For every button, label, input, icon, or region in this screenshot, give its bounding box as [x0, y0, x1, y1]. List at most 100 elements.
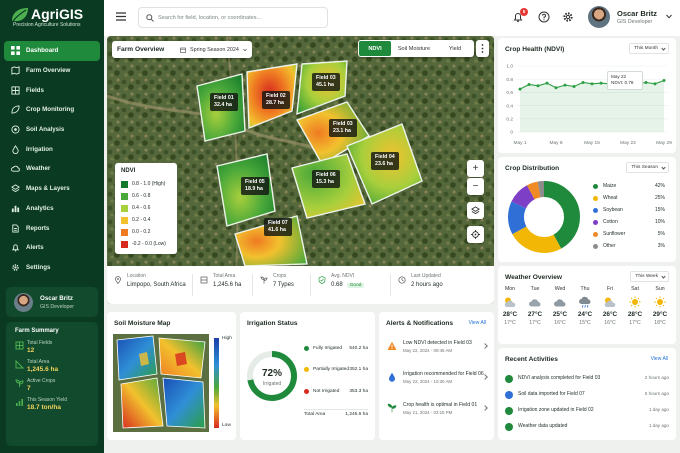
alert-item[interactable]: Crop health is optimal in Field 01 May 2…	[387, 400, 488, 428]
layer-soil-moisture-button[interactable]: Soil Moisture	[397, 45, 431, 52]
data-point[interactable]	[662, 79, 666, 83]
irrigation-percent: 72%	[261, 368, 282, 379]
alert-text: Low NDVI detected in Field 03	[403, 340, 472, 346]
data-point[interactable]	[653, 82, 657, 86]
sprout-icon	[15, 379, 24, 387]
sprout-icon	[260, 276, 268, 284]
data-point[interactable]	[536, 84, 540, 88]
field-label-07[interactable]: Field 07 41.6 ha	[264, 218, 292, 236]
field-label-05[interactable]: Field 05 18.9 ha	[241, 177, 269, 195]
activity-item[interactable]: Weather data updated 1 day ago	[505, 422, 669, 434]
map-more-button[interactable]	[476, 40, 489, 57]
crop-distribution-card: Crop Distribution This Season Maize 42% W…	[498, 157, 676, 262]
sidebar-item-analytics[interactable]: Analytics	[4, 199, 100, 219]
avatar[interactable]	[588, 6, 610, 28]
data-point[interactable]	[644, 81, 648, 84]
sidebar-item-alerts[interactable]: Alerts	[4, 238, 100, 258]
sidebar-item-irrigation[interactable]: Irrigation	[4, 139, 100, 159]
sidebar-item-label: Irrigation	[26, 145, 53, 153]
search-input[interactable]: Search for field, location, or coordinat…	[138, 7, 328, 28]
activity-item[interactable]: NDVI analysis completed for Field 03 2 ho…	[505, 374, 669, 386]
donut-slice[interactable]	[508, 181, 580, 253]
activity-item[interactable]: Irrigation zone updated in Field 02 1 day…	[505, 406, 669, 418]
view-all-alerts-link[interactable]: View All	[468, 320, 486, 326]
sidebar-item-fields[interactable]: Fields	[4, 80, 100, 100]
data-point[interactable]	[563, 83, 567, 87]
user-role: GIS Developer	[40, 304, 75, 310]
search-icon	[146, 14, 154, 22]
period-dropdown[interactable]: This Season	[626, 162, 669, 173]
y-tick-label: 0.6	[506, 90, 513, 96]
donut-slice[interactable]	[508, 181, 580, 253]
zoom-out-button[interactable]: −	[467, 178, 484, 195]
day-name: Mon	[504, 286, 516, 292]
data-point[interactable]	[599, 81, 603, 85]
field-label-01[interactable]: Field 01 32.4 ha	[210, 93, 238, 111]
activity-text: NDVI analysis completed for Field 03	[518, 375, 601, 381]
irrigation-row: Partially Irrigated 352.1 ha	[304, 366, 368, 375]
sidebar-item-crop-monitoring[interactable]: Crop Monitoring	[4, 100, 100, 120]
info-avg-ndvi: Avg. NDVI 0.68 Good	[311, 266, 391, 304]
map-layers-button[interactable]	[467, 202, 484, 219]
brand-logo[interactable]: AgriGIS Precision Agriculture Solutions	[10, 6, 83, 28]
data-point[interactable]	[545, 81, 549, 85]
zoom-in-button[interactable]: +	[467, 160, 484, 177]
activity-time: 2 hours ago	[644, 375, 669, 380]
status-badge: Good	[346, 283, 365, 288]
soil-moisture-map[interactable]	[113, 334, 209, 432]
weather-card: Weather Overview This Week Mon 28°C 17°C T…	[498, 266, 676, 344]
cloud-sun-icon	[604, 297, 616, 307]
view-all-activities-link[interactable]: View All	[650, 356, 668, 362]
minus-icon: −	[472, 181, 479, 192]
activity-item[interactable]: Soil data imported for Field 07 5 hours a…	[505, 390, 669, 402]
activity-icon	[505, 391, 513, 399]
alert-date: May 22, 2024 - 10:30 AM	[403, 379, 453, 384]
data-point[interactable]	[554, 86, 558, 90]
sidebar-item-dashboard[interactable]: Dashboard	[4, 41, 100, 61]
data-point[interactable]	[590, 82, 594, 86]
data-point[interactable]	[572, 84, 576, 88]
alert-item[interactable]: Irrigation recommended for Field 06 May …	[387, 369, 488, 397]
sidebar-item-settings[interactable]: Settings	[4, 258, 100, 278]
sidebar-item-soil-analysis[interactable]: Soil Analysis	[4, 120, 100, 140]
field-name: Field 04	[375, 154, 395, 160]
info-crops: Crops 7 Types	[253, 266, 311, 304]
layer-yield-button[interactable]: Yield	[448, 45, 462, 52]
legend-entry: 0.2 - 0.4	[121, 214, 171, 226]
season-dropdown[interactable]: Spring Season 2024	[177, 45, 249, 55]
data-point[interactable]	[581, 81, 585, 84]
sidebar-item-weather[interactable]: Weather	[4, 159, 100, 179]
locate-button[interactable]	[467, 226, 484, 243]
avatar	[14, 293, 33, 312]
activity-icon	[505, 407, 513, 415]
menu-icon[interactable]	[116, 12, 126, 21]
period-dropdown[interactable]: This Month	[629, 43, 669, 54]
settings-gear-icon[interactable]	[562, 11, 574, 23]
alert-item[interactable]: Low NDVI detected in Field 03 May 22, 20…	[387, 338, 488, 366]
sidebar-item-reports[interactable]: Reports	[4, 218, 100, 238]
help-icon[interactable]	[538, 11, 550, 23]
notification-bell-icon[interactable]	[512, 11, 524, 23]
data-point[interactable]	[527, 82, 531, 86]
field-label-06[interactable]: Field 06 15.3 ha	[312, 170, 340, 188]
notification-badge: 5	[520, 8, 528, 16]
field-label-03-south[interactable]: Field 03 23.1 ha	[329, 119, 357, 137]
field-label-03-north[interactable]: Field 03 45.1 ha	[312, 73, 340, 91]
layer-ndvi-button[interactable]: NDVI	[359, 41, 391, 56]
sidebar-item-farm-overview[interactable]: Farm Overview	[4, 61, 100, 81]
temp-high: 28°C	[502, 311, 518, 318]
sidebar-item-label: Reports	[26, 224, 50, 232]
crop-donut-chart[interactable]	[506, 179, 582, 255]
data-point[interactable]	[518, 87, 522, 91]
sidebar-item-maps-layers[interactable]: Maps & Layers	[4, 179, 100, 199]
donut-slice[interactable]	[508, 181, 580, 253]
field-label-04[interactable]: Field 04 23.6 ha	[371, 152, 399, 170]
period-dropdown[interactable]: This Week	[630, 271, 669, 282]
sidebar-user-card[interactable]: Oscar Britz GIS Developer	[6, 287, 98, 317]
chevron-down-icon[interactable]	[666, 14, 672, 19]
field-label-02[interactable]: Field 02 28.7 ha	[262, 91, 290, 109]
recent-activities-card: Recent Activities View All NDVI analysis…	[498, 348, 676, 440]
crop-name: Other	[603, 243, 616, 249]
alert-date: May 21, 2024 - 03:15 PM	[403, 410, 453, 415]
